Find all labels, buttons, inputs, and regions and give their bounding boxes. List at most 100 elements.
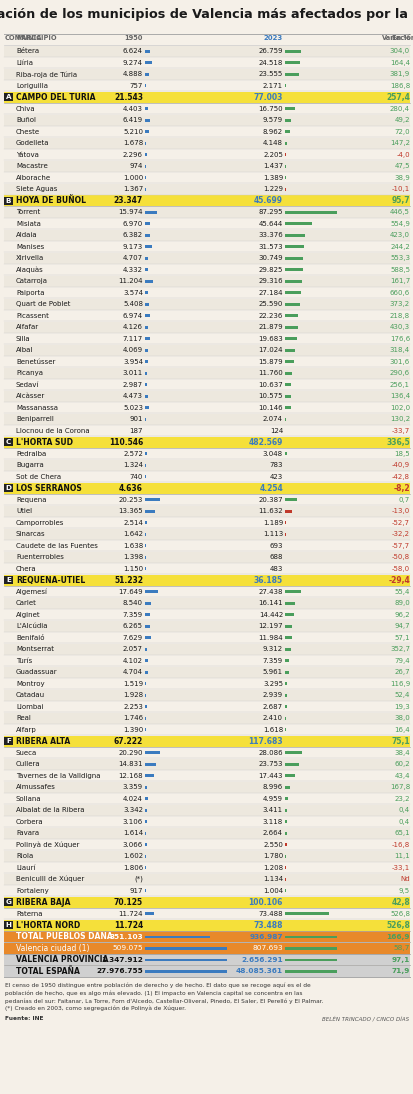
Text: 4.332: 4.332 — [123, 267, 142, 272]
Bar — [4, 689, 409, 701]
Bar — [4, 195, 409, 206]
Text: 7.359: 7.359 — [123, 612, 142, 618]
Text: El censo de 1950 distingue entre población de derecho y de hecho. El dato que se: El censo de 1950 distingue entre poblaci… — [5, 984, 310, 989]
Text: 12.168: 12.168 — [118, 772, 142, 779]
Text: 2.987: 2.987 — [123, 382, 142, 387]
Text: 10.146: 10.146 — [258, 405, 282, 410]
Bar — [4, 46, 409, 57]
Bar — [145, 958, 226, 961]
Text: Polinyà de Xúquer: Polinyà de Xúquer — [16, 841, 79, 848]
Text: D: D — [5, 486, 12, 491]
Bar — [284, 372, 291, 375]
Text: 11.760: 11.760 — [258, 370, 282, 376]
Text: 2.171: 2.171 — [262, 83, 282, 89]
Text: 11,1: 11,1 — [393, 853, 409, 859]
Text: Camporrobles: Camporrobles — [16, 520, 64, 526]
Bar — [145, 831, 146, 835]
Text: 10.637: 10.637 — [258, 382, 282, 387]
Bar — [284, 188, 285, 190]
Text: 1.642: 1.642 — [123, 532, 142, 537]
Bar — [145, 785, 147, 789]
Bar — [284, 165, 285, 167]
Bar — [4, 322, 409, 333]
Text: 60,2: 60,2 — [394, 761, 409, 767]
Text: 7.629: 7.629 — [123, 635, 142, 641]
Bar — [284, 947, 336, 950]
Bar — [284, 176, 285, 179]
Bar — [284, 970, 336, 973]
Text: 3.295: 3.295 — [262, 680, 282, 687]
Bar — [145, 729, 146, 732]
Text: 352,7: 352,7 — [389, 647, 409, 652]
Bar — [284, 843, 286, 847]
Text: 136,4: 136,4 — [389, 393, 409, 399]
Bar — [145, 912, 153, 916]
Bar — [145, 533, 146, 536]
Bar — [284, 268, 302, 271]
Text: Manises: Manises — [16, 244, 44, 249]
Bar — [4, 827, 409, 839]
Text: TOTAL PUEBLOS DANA: TOTAL PUEBLOS DANA — [16, 932, 112, 941]
Text: 4.704: 4.704 — [123, 670, 142, 675]
Text: Alfafar: Alfafar — [16, 324, 39, 330]
Bar — [284, 130, 290, 133]
Bar — [145, 326, 148, 329]
Bar — [4, 781, 409, 793]
Bar — [145, 947, 226, 950]
Text: 1.004: 1.004 — [262, 887, 282, 894]
Text: Siete Aguas: Siete Aguas — [16, 186, 57, 193]
Text: 15.879: 15.879 — [258, 359, 282, 364]
Bar — [284, 854, 285, 858]
Text: 318,4: 318,4 — [389, 347, 409, 353]
Text: 24.518: 24.518 — [258, 60, 282, 66]
Text: Nd: Nd — [399, 876, 409, 882]
Text: 8.962: 8.962 — [262, 129, 282, 135]
Text: 11.204: 11.204 — [118, 278, 142, 284]
Text: Loriguilla: Loriguilla — [16, 83, 48, 89]
Text: 1.780: 1.780 — [262, 853, 282, 859]
Bar — [145, 360, 147, 363]
Text: (*): (*) — [134, 876, 142, 883]
Text: Aldaia: Aldaia — [16, 232, 38, 238]
Bar — [4, 758, 409, 770]
Text: 27.184: 27.184 — [258, 290, 282, 295]
Bar — [4, 437, 409, 447]
Text: 12.197: 12.197 — [258, 624, 282, 629]
Bar — [145, 153, 146, 156]
Bar — [4, 184, 409, 195]
Bar — [145, 775, 154, 778]
Bar — [284, 706, 286, 708]
Bar — [145, 245, 152, 248]
Bar — [284, 671, 288, 674]
Text: Paterna: Paterna — [16, 910, 43, 917]
Text: 218,8: 218,8 — [389, 313, 409, 318]
Text: 71,9: 71,9 — [391, 968, 409, 975]
Bar — [4, 138, 409, 149]
Text: 38,9: 38,9 — [393, 175, 409, 181]
Text: Sueca: Sueca — [16, 749, 37, 756]
Bar — [145, 866, 146, 870]
Text: Misiata: Misiata — [16, 221, 41, 226]
Text: Montroy: Montroy — [16, 680, 45, 687]
Text: -8,2: -8,2 — [392, 484, 409, 492]
Bar — [284, 521, 285, 524]
Text: 18,5: 18,5 — [394, 451, 409, 457]
Bar — [4, 943, 409, 954]
Bar — [284, 660, 289, 662]
Text: Chiva: Chiva — [16, 106, 36, 112]
Text: 25.590: 25.590 — [258, 301, 282, 307]
Text: LOS SERRANOS: LOS SERRANOS — [16, 484, 81, 492]
Text: Alaquàs: Alaquàs — [16, 267, 44, 274]
Text: 19.683: 19.683 — [258, 336, 282, 341]
Text: 9.274: 9.274 — [123, 60, 142, 66]
Bar — [145, 234, 150, 236]
Text: 423,0: 423,0 — [389, 232, 409, 238]
Text: 6.265: 6.265 — [123, 624, 142, 629]
Text: Requena: Requena — [16, 497, 46, 503]
Bar — [284, 590, 301, 593]
Text: 1.134: 1.134 — [262, 876, 282, 882]
Text: 77.003: 77.003 — [253, 93, 282, 102]
Bar — [284, 613, 293, 616]
Text: 290,6: 290,6 — [389, 370, 409, 376]
Text: 70.125: 70.125 — [114, 898, 142, 907]
